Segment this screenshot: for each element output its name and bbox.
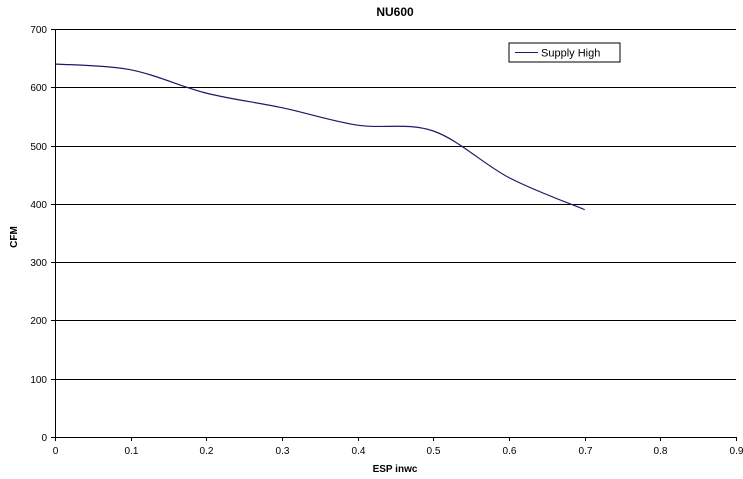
y-tick-label: 400 <box>30 200 47 211</box>
y-tick-label: 700 <box>30 25 47 36</box>
y-tick-label: 300 <box>30 258 47 269</box>
chart-title: NU600 <box>376 5 414 19</box>
x-tick-label: 0.5 <box>427 446 441 457</box>
x-tick-label: 0.8 <box>654 446 668 457</box>
legend: Supply High <box>508 42 621 63</box>
axes <box>55 29 736 438</box>
x-tick-label: 0.6 <box>503 446 517 457</box>
y-axis-ticks: 0 100 200 300 400 500 600 700 <box>30 25 55 444</box>
x-tick-label: 0.2 <box>200 446 214 457</box>
series-layer <box>54 63 585 211</box>
x-tick-label: 0 <box>53 446 59 457</box>
x-axis-ticks: 0 0.1 0.2 0.3 0.4 0.5 0.6 0.7 0.8 0.9 <box>53 437 743 457</box>
x-tick-label: 0.7 <box>579 446 593 457</box>
y-tick-label: 600 <box>30 83 47 94</box>
legend-label-supply-high: Supply High <box>541 48 600 60</box>
x-axis-label: ESP inwc <box>373 464 418 475</box>
y-tick-label: 100 <box>30 375 47 386</box>
legend-box <box>508 42 621 63</box>
y-tick-label: 200 <box>30 316 47 327</box>
series-line-0 <box>54 63 585 211</box>
gridlines <box>55 29 736 380</box>
y-tick-label: 500 <box>30 142 47 153</box>
x-tick-label: 0.3 <box>276 446 290 457</box>
y-tick-label: 0 <box>41 433 47 444</box>
y-axis-label: CFM <box>9 226 20 248</box>
x-tick-label: 0.9 <box>730 446 743 457</box>
x-tick-label: 0.1 <box>125 446 139 457</box>
x-tick-label: 0.4 <box>352 446 366 457</box>
